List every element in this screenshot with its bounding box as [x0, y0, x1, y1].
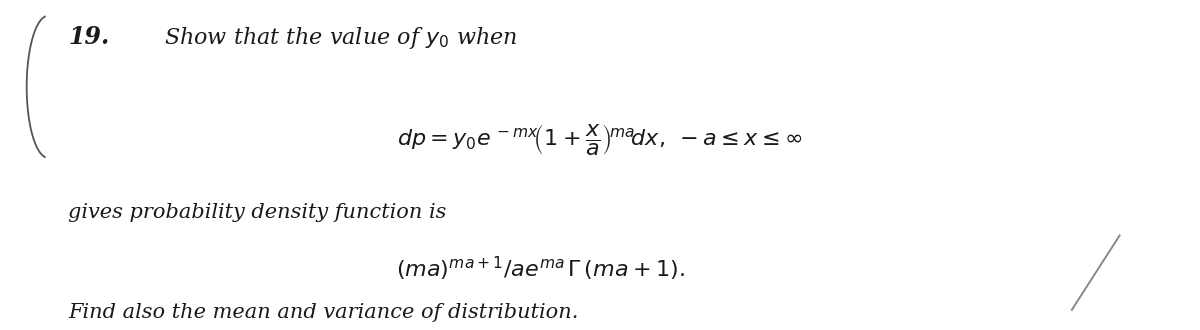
Text: 19.: 19.	[68, 25, 109, 50]
Text: Show that the value of $y_0$ when: Show that the value of $y_0$ when	[164, 25, 517, 51]
Text: Find also the mean and variance of distribution.: Find also the mean and variance of distr…	[68, 303, 578, 322]
Text: $(ma)^{ma+1}/ae^{ma}\,\Gamma\,(ma+1).$: $(ma)^{ma+1}/ae^{ma}\,\Gamma\,(ma+1).$	[396, 255, 685, 283]
Text: gives probability density function is: gives probability density function is	[68, 203, 446, 222]
Text: $dp = y_0e^{\,-mx}\!\left(1 + \dfrac{x}{a}\right)^{\!ma}\! dx,\; -a \leq x \leq : $dp = y_0e^{\,-mx}\!\left(1 + \dfrac{x}{…	[397, 122, 803, 157]
